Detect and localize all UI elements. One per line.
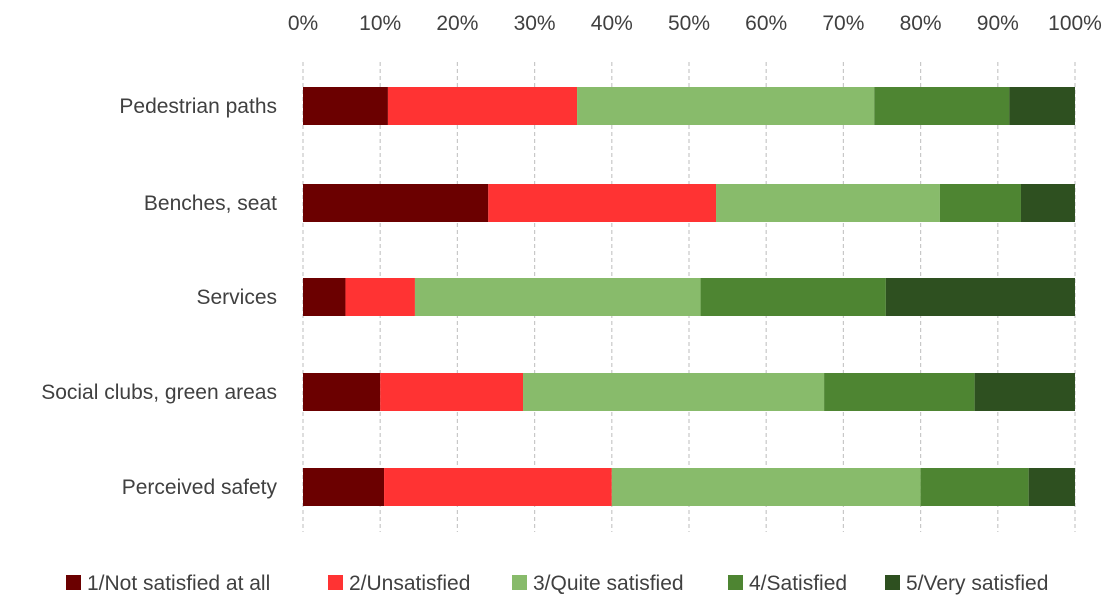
legend-swatch [885,575,900,590]
x-tick-label: 70% [822,12,864,35]
bar-segment [920,468,1029,506]
x-tick-label: 50% [668,12,710,35]
legend-swatch [328,575,343,590]
legend-swatch [512,575,527,590]
x-tick-label: 20% [436,12,478,35]
bar-segment [523,373,825,411]
bars [303,87,1075,506]
bar-segment [1028,468,1075,506]
bar-segment [303,184,489,222]
bar-segment [1009,87,1075,125]
bar-segment [488,184,717,222]
bar-segment [303,278,346,316]
bar-segment [885,278,1075,316]
legend: 1/Not satisfied at all 2/Unsatisfied 3/Qui… [66,572,1048,595]
bar-segment [700,278,886,316]
legend-label: 1/Not satisfied at all [87,572,270,595]
legend-label: 3/Quite satisfied [533,572,684,595]
bar-segment [380,373,524,411]
bar-segment [577,87,875,125]
bar-segment [414,278,701,316]
bar-segment [874,87,1010,125]
bar-segment [611,468,921,506]
bar-segment [716,184,940,222]
bar-segment [387,87,578,125]
x-tick-label: 60% [745,12,787,35]
legend-label: 5/Very satisfied [906,572,1048,595]
x-tick-label: 30% [514,12,556,35]
category-label: Benches, seat [144,192,277,215]
bar-segment [974,373,1075,411]
bar-segment [303,468,385,506]
legend-swatch [66,575,81,590]
category-label: Perceived safety [122,476,278,499]
bar-segment [1020,184,1075,222]
bar-segment [824,373,975,411]
category-label: Pedestrian paths [119,95,277,118]
x-axis-ticks: 0% 10% 20% 30% 40% 50% 60% 70% 80% 90% 100% [288,12,1102,35]
bar-segment [303,373,381,411]
x-tick-label: 80% [900,12,942,35]
bar-segment [384,468,612,506]
x-tick-label: 10% [359,12,401,35]
legend-swatch [728,575,743,590]
category-labels: Pedestrian paths Benches, seat Services Soc… [41,95,277,499]
x-tick-label: 90% [977,12,1019,35]
legend-label: 2/Unsatisfied [349,572,470,595]
bar-segment [939,184,1021,222]
x-tick-label: 0% [288,12,318,35]
category-label: Social clubs, green areas [41,381,277,404]
x-tick-label: 40% [591,12,633,35]
x-tick-label: 100% [1048,12,1102,35]
category-label: Services [196,286,277,309]
bar-segment [345,278,415,316]
bar-segment [303,87,388,125]
legend-label: 4/Satisfied [749,572,847,595]
